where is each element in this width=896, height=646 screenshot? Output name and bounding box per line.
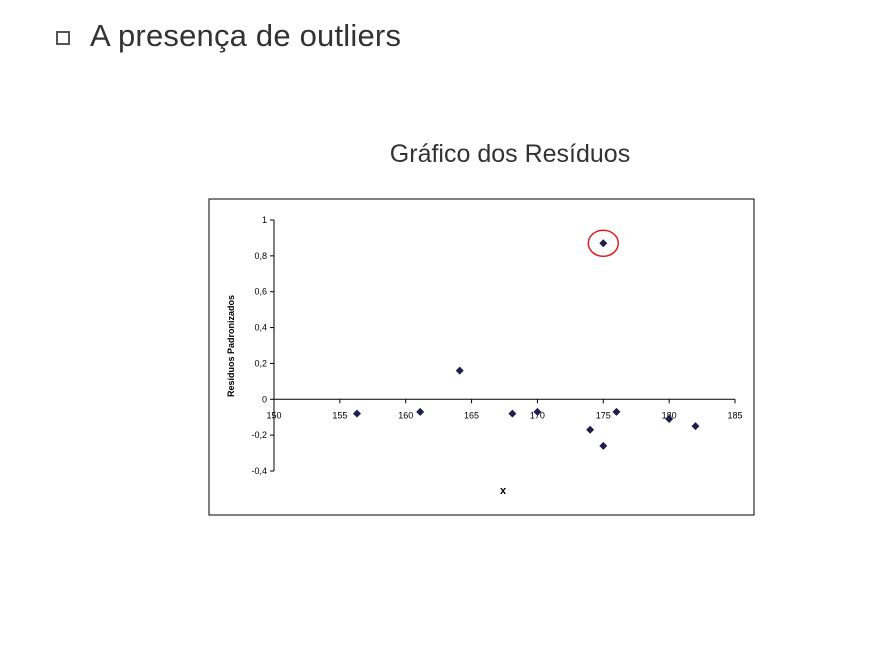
data-point <box>533 407 542 416</box>
data-point-marker <box>416 407 425 416</box>
y-tick-label: 1 <box>262 215 267 225</box>
data-point-group <box>352 229 700 450</box>
x-tick-label: 150 <box>266 410 281 420</box>
data-point <box>599 441 608 450</box>
x-tick-label: 175 <box>596 410 611 420</box>
data-point-marker <box>599 441 608 450</box>
data-point-marker <box>352 409 361 418</box>
chart-title: Gráfico dos Resíduos <box>389 140 631 168</box>
data-point-marker <box>508 409 517 418</box>
x-axis-label: x <box>500 485 507 497</box>
data-point-marker <box>665 415 674 424</box>
data-point <box>665 415 674 424</box>
data-point <box>352 409 361 418</box>
data-point-marker <box>599 239 608 248</box>
data-point-marker <box>455 366 464 375</box>
slide-bullet-text: A presença de outliers <box>90 18 402 53</box>
x-tick-label: 155 <box>332 410 347 420</box>
square-bullet-icon <box>56 31 70 45</box>
chart-frame <box>208 198 755 516</box>
y-axis-label: Resíduos Padronizados <box>226 295 236 397</box>
x-tick-label: 165 <box>464 410 479 420</box>
data-point <box>508 409 517 418</box>
data-point-marker <box>691 422 700 431</box>
data-point <box>691 422 700 431</box>
data-point-marker <box>612 407 621 416</box>
y-tick-group: -0,4 -0,2 0 0,2 0,4 0,6 0,8 1 <box>251 215 274 476</box>
data-point <box>416 407 425 416</box>
y-tick-label: 0,4 <box>254 323 267 333</box>
data-point-marker <box>533 407 542 416</box>
data-point <box>455 366 464 375</box>
data-point <box>612 407 621 416</box>
y-tick-label: 0 <box>262 394 267 404</box>
y-tick-label: -0,2 <box>251 430 267 440</box>
y-tick-label: -0,4 <box>251 466 267 476</box>
y-tick-label: 0,8 <box>254 251 267 261</box>
y-tick-label: 0,2 <box>254 358 267 368</box>
x-tick-label: 185 <box>727 410 742 420</box>
slide-bullet: A presença de outliers <box>56 18 401 54</box>
data-point <box>599 239 608 248</box>
outlier-highlight-circle <box>587 229 620 258</box>
x-tick-label: 160 <box>398 410 413 420</box>
data-point <box>586 425 595 434</box>
y-tick-label: 0,6 <box>254 287 267 297</box>
data-point-marker <box>586 425 595 434</box>
